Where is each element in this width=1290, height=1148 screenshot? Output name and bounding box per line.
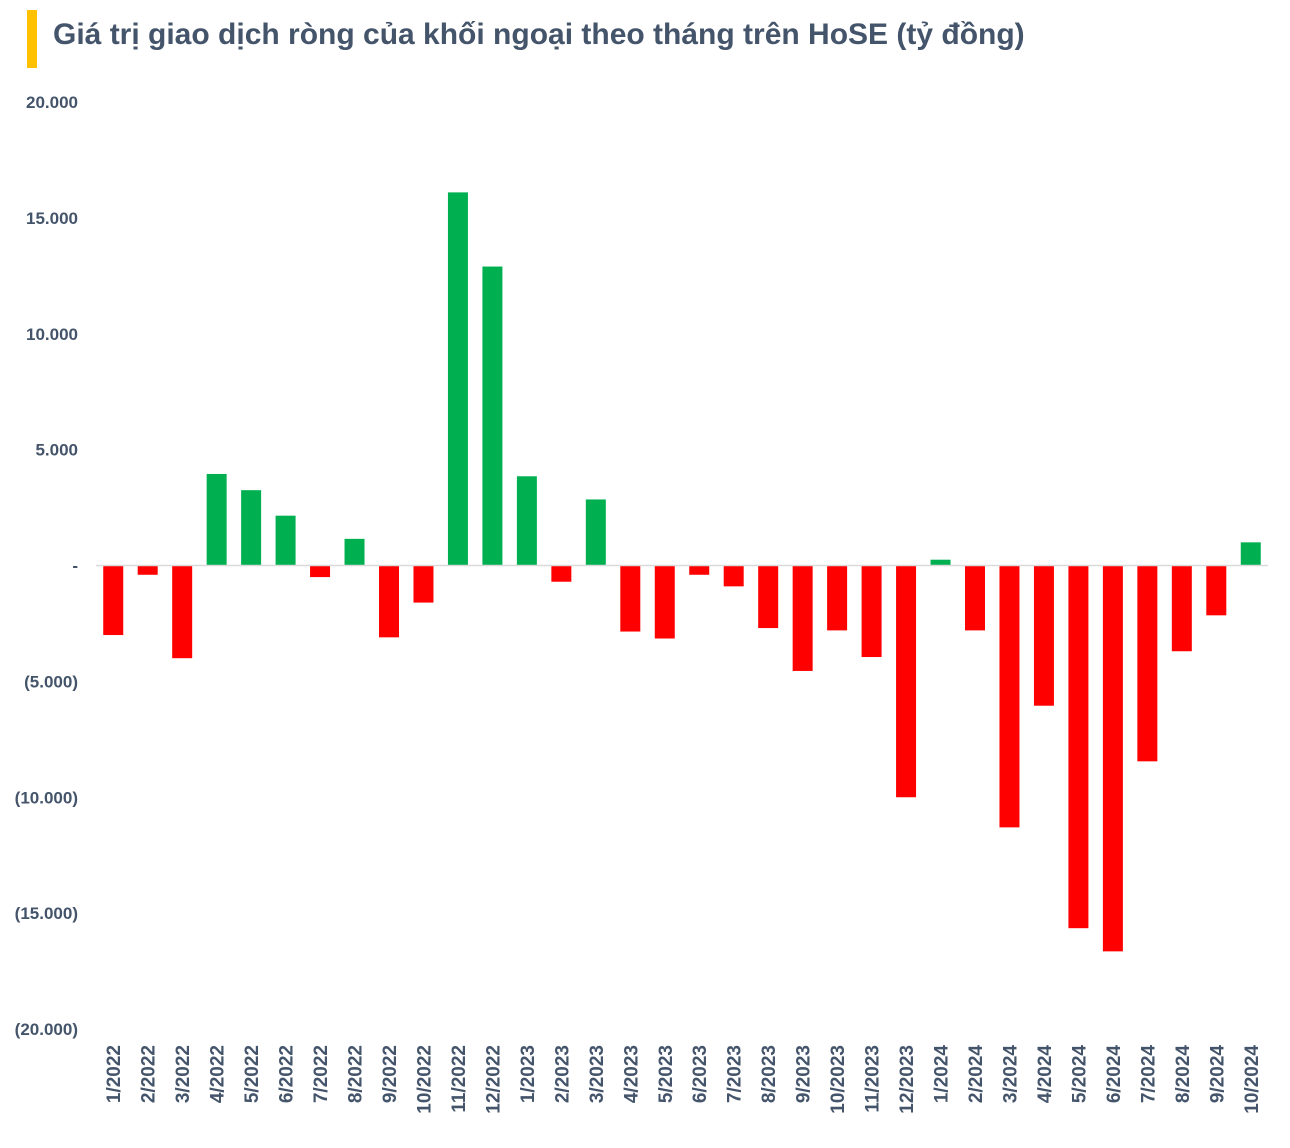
y-tick-label: (10.000) [15,788,78,807]
x-tick-label: 6/2024 [1104,1045,1125,1104]
bar [344,538,365,566]
bar [206,473,227,566]
bar [896,565,917,798]
x-tick-label: 7/2024 [1138,1045,1159,1104]
bar [275,515,296,566]
bar [861,565,882,658]
bar [379,565,399,638]
y-tick-label: 15.000 [26,209,78,228]
bar [551,565,572,582]
x-tick-label: 12/2023 [897,1045,918,1114]
x-tick-label: 3/2023 [587,1045,608,1103]
x-tick-label: 3/2022 [173,1045,194,1103]
chart-title: Giá trị giao dịch ròng của khối ngoại th… [53,18,1025,51]
x-tick-label: 1/2022 [104,1045,125,1103]
bar [723,565,744,587]
bar [516,476,537,566]
bar [1171,565,1192,652]
x-tick-label: 8/2024 [1173,1045,1194,1104]
bar [999,565,1020,828]
bar [930,559,951,566]
x-tick-label: 1/2024 [932,1045,953,1104]
bar [654,565,675,639]
x-tick-label: 6/2023 [690,1045,711,1103]
x-tick-label: 10/2024 [1242,1045,1263,1114]
x-tick-label: 8/2023 [759,1045,780,1103]
y-tick-label: (20.000) [15,1020,78,1039]
bar [1240,542,1261,566]
bar [689,565,710,575]
x-tick-label: 5/2022 [242,1045,263,1103]
x-tick-label: 5/2023 [656,1045,677,1103]
bar [827,565,848,631]
x-tick-label: 12/2022 [483,1045,504,1114]
bar [310,565,331,578]
x-tick-label: 11/2022 [449,1045,470,1113]
x-tick-label: 11/2023 [863,1045,884,1113]
bar [482,266,503,566]
x-tick-label: 2/2024 [966,1045,987,1104]
bar [137,565,158,575]
bar [620,565,641,632]
x-tick-label: 4/2023 [621,1045,642,1103]
bar [585,499,606,566]
bar [241,490,262,566]
x-tick-label: 10/2022 [414,1045,435,1114]
bar [758,565,779,629]
x-tick-label: 7/2023 [725,1045,746,1103]
y-tick-label: 5.000 [35,441,78,460]
bar [1102,565,1123,952]
x-tick-label: 3/2024 [1000,1045,1021,1104]
y-tick-label: (5.000) [24,672,78,691]
x-tick-label: 9/2023 [794,1045,815,1103]
x-tick-label: 4/2022 [208,1045,229,1103]
x-tick-label: 5/2024 [1069,1045,1090,1104]
bar [965,565,985,631]
x-tick-label: 6/2022 [277,1045,298,1103]
x-tick-label: 1/2023 [518,1045,539,1103]
bar [1137,565,1158,762]
y-tick-label: 20.000 [26,93,78,112]
bar [1206,565,1227,616]
x-tick-label: 2/2022 [139,1045,160,1103]
x-tick-label: 9/2024 [1207,1045,1228,1104]
x-tick-label: 10/2023 [828,1045,849,1114]
x-tick-label: 9/2022 [380,1045,401,1103]
bar [792,565,813,671]
bar [103,565,124,636]
x-tick-label: 4/2024 [1035,1045,1056,1104]
bar [1068,565,1089,929]
y-tick-label: - [72,557,78,576]
bar [447,192,468,566]
x-tick-label: 8/2022 [346,1045,367,1103]
bar [172,565,193,659]
title-accent-bar [27,10,37,68]
bar [1033,565,1054,706]
x-tick-label: 7/2022 [311,1045,332,1103]
y-tick-label: 10.000 [26,325,78,344]
bar [413,565,434,603]
x-tick-label: 2/2023 [552,1045,573,1103]
y-tick-label: (15.000) [15,904,78,923]
